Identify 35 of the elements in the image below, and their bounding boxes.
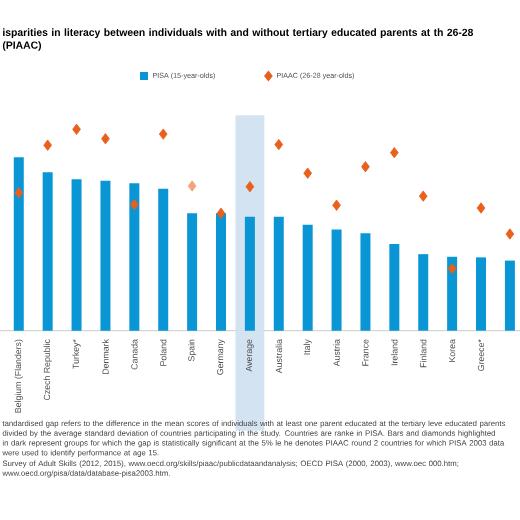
point [101, 133, 110, 145]
point [216, 207, 226, 219]
point [187, 180, 197, 192]
bar [158, 188, 169, 331]
bar [100, 180, 111, 331]
bar [42, 172, 53, 331]
point [361, 161, 370, 173]
bar [447, 256, 458, 331]
bar [389, 244, 400, 331]
point [245, 181, 255, 193]
point [418, 190, 428, 202]
bar [476, 257, 487, 331]
point [476, 202, 486, 214]
bar [71, 179, 82, 331]
bar [504, 260, 515, 331]
bar [418, 254, 429, 331]
point [332, 199, 341, 211]
bar [129, 183, 140, 331]
point [130, 199, 139, 211]
point [505, 228, 515, 240]
bar [13, 157, 24, 331]
point [447, 263, 457, 275]
point [14, 187, 24, 199]
bar [216, 213, 226, 331]
point [158, 128, 168, 140]
point [303, 167, 312, 179]
bar [302, 224, 313, 331]
bar [331, 229, 342, 331]
bar [187, 213, 198, 331]
point [390, 147, 399, 159]
bar [360, 233, 371, 331]
point [43, 139, 52, 151]
point [274, 138, 284, 151]
bar [273, 216, 284, 331]
point [72, 123, 81, 135]
